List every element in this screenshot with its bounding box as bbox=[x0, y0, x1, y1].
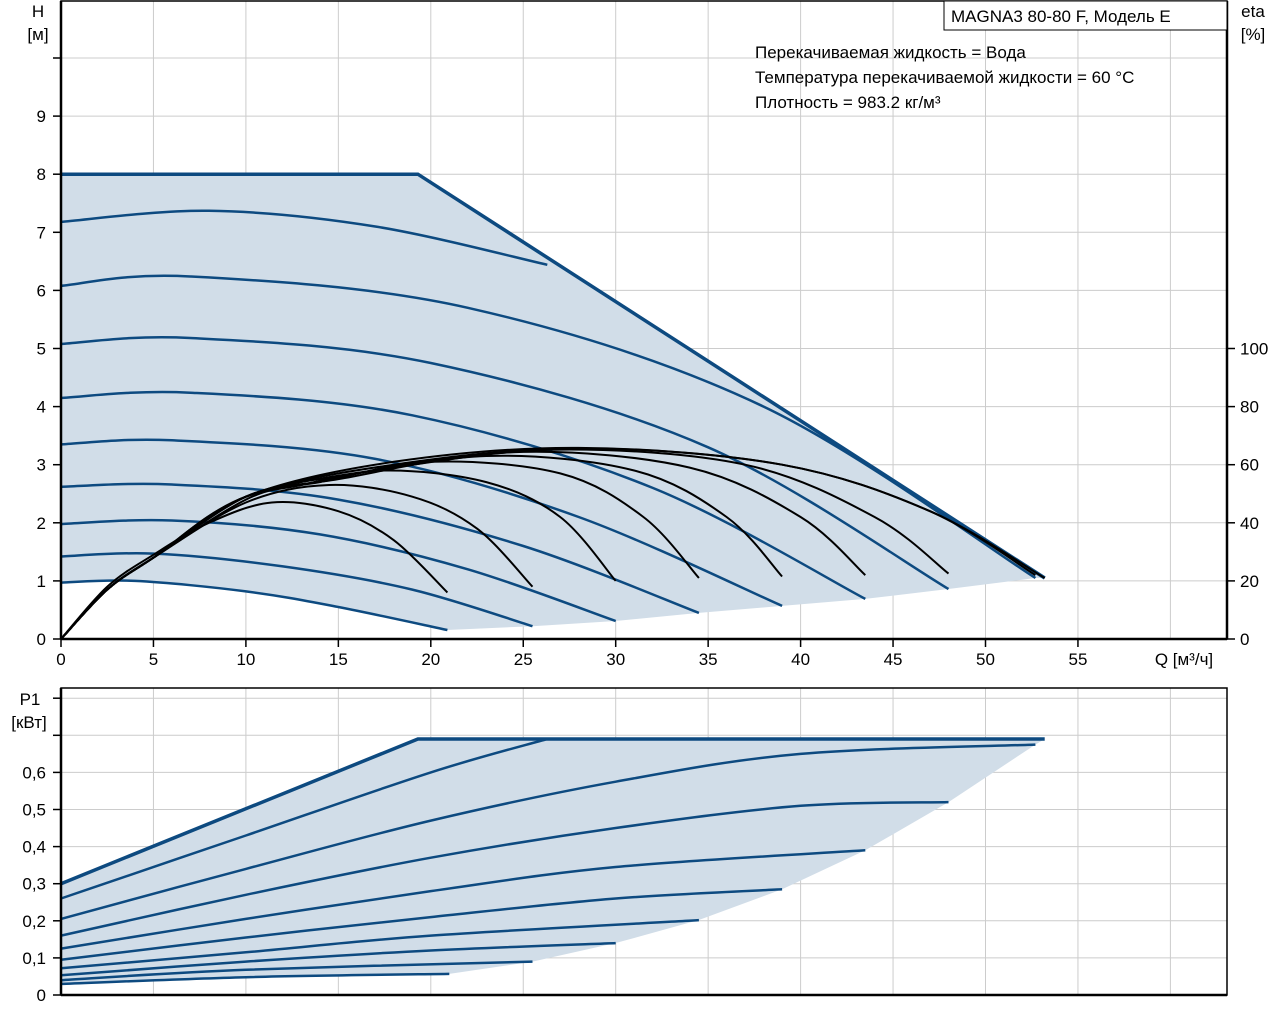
chart-title: MAGNA3 80-80 F, Модель E bbox=[951, 7, 1171, 26]
y2-tick-label: 60 bbox=[1240, 456, 1259, 475]
power-curve-8 bbox=[60, 960, 533, 982]
x-tick-label: 20 bbox=[421, 650, 440, 669]
x-tick-label: 55 bbox=[1068, 650, 1087, 669]
x-tick-label: 5 bbox=[149, 650, 158, 669]
power-curve-6 bbox=[60, 918, 699, 970]
power-curve-1 bbox=[60, 737, 548, 900]
power-y-tick-label: 0,5 bbox=[22, 801, 46, 820]
power-y-tick-label: 0 bbox=[37, 986, 46, 1005]
head-curve-6 bbox=[60, 482, 700, 615]
title-box bbox=[943, 0, 1228, 31]
head-curve-9 bbox=[60, 579, 448, 632]
y-tick-label: 8 bbox=[37, 165, 46, 184]
y-tick-label: 3 bbox=[37, 456, 46, 475]
head-curve-7 bbox=[60, 518, 617, 623]
power-curve-9 bbox=[60, 972, 450, 986]
power-axes: 0 0,1 0,2 0,3 0,4 0,5 0,6 bbox=[22, 687, 1228, 1005]
y-tick-label: 5 bbox=[37, 340, 46, 359]
head-operating-area bbox=[61, 174, 1045, 630]
power-y-tick-label: 0,3 bbox=[22, 875, 46, 894]
x-tick-label: 45 bbox=[884, 650, 903, 669]
y2-axis-unit: [%] bbox=[1241, 25, 1266, 44]
y-axis-label: H bbox=[32, 2, 44, 21]
y-tick-label: 4 bbox=[37, 398, 46, 417]
eta-curve-8 bbox=[60, 483, 534, 640]
power-y-tick-label: 0,4 bbox=[22, 838, 46, 857]
x-tick-label: 10 bbox=[236, 650, 255, 669]
power-curve-2 bbox=[60, 743, 1036, 921]
info-density: Плотность = 983.2 кг/м³ bbox=[755, 93, 941, 112]
x-axis-label: Q [м³/ч] bbox=[1155, 650, 1213, 669]
y2-tick-label: 80 bbox=[1240, 398, 1259, 417]
power-curve-3 bbox=[60, 800, 949, 937]
power-y-tick-label: 0,2 bbox=[22, 912, 46, 931]
head-axes: 0 5 10 15 20 25 30 35 40 45 50 55012345678902040608… bbox=[37, 0, 1268, 669]
y-tick-label: 6 bbox=[37, 281, 46, 300]
y-tick-label: 2 bbox=[37, 514, 46, 533]
x-tick-label: 50 bbox=[976, 650, 995, 669]
y2-tick-label: 20 bbox=[1240, 572, 1259, 591]
power-curve-5 bbox=[60, 888, 783, 962]
power-area-fill bbox=[61, 739, 1045, 984]
power-curve-max bbox=[60, 737, 1045, 886]
power-y-tick-label: 0,6 bbox=[22, 763, 46, 782]
y2-tick-label: 40 bbox=[1240, 514, 1259, 533]
x-tick-label: 30 bbox=[606, 650, 625, 669]
power-operating-area bbox=[61, 739, 1045, 984]
y-tick-label: 7 bbox=[37, 223, 46, 242]
info-temperature: Температура перекачиваемой жидкости = 60… bbox=[755, 68, 1134, 87]
x-tick-label: 35 bbox=[699, 650, 718, 669]
head-curve-8 bbox=[60, 551, 533, 628]
info-fluid: Перекачиваемая жидкость = Вода bbox=[755, 43, 1026, 62]
power-curves bbox=[60, 737, 1045, 986]
power-axis-label: P1 bbox=[20, 690, 41, 709]
power-y-tick-label: 0,1 bbox=[22, 949, 46, 968]
eta-curve-9 bbox=[60, 501, 449, 640]
power-curve-4 bbox=[60, 849, 866, 950]
y-tick-label: 1 bbox=[37, 572, 46, 591]
head-area-fill bbox=[61, 174, 1045, 630]
y2-tick-label: 100 bbox=[1240, 340, 1268, 359]
y-tick-label: 9 bbox=[37, 107, 46, 126]
head-curve-3 bbox=[60, 336, 950, 591]
power-curve-7 bbox=[60, 941, 616, 977]
y2-tick-label: 0 bbox=[1240, 630, 1249, 649]
y-tick-label: 0 bbox=[37, 630, 46, 649]
x-tick-label: 15 bbox=[329, 650, 348, 669]
x-tick-label: 0 bbox=[56, 650, 65, 669]
x-tick-label: 40 bbox=[791, 650, 810, 669]
x-tick-label: 25 bbox=[514, 650, 533, 669]
head-curve-1 bbox=[60, 209, 548, 267]
y2-axis-label: eta bbox=[1241, 2, 1265, 21]
y-axis-unit: [м] bbox=[27, 25, 48, 44]
head-curves bbox=[60, 172, 1046, 640]
head-curve-max bbox=[61, 172, 1046, 580]
power-axis-unit: [кВт] bbox=[11, 713, 46, 732]
